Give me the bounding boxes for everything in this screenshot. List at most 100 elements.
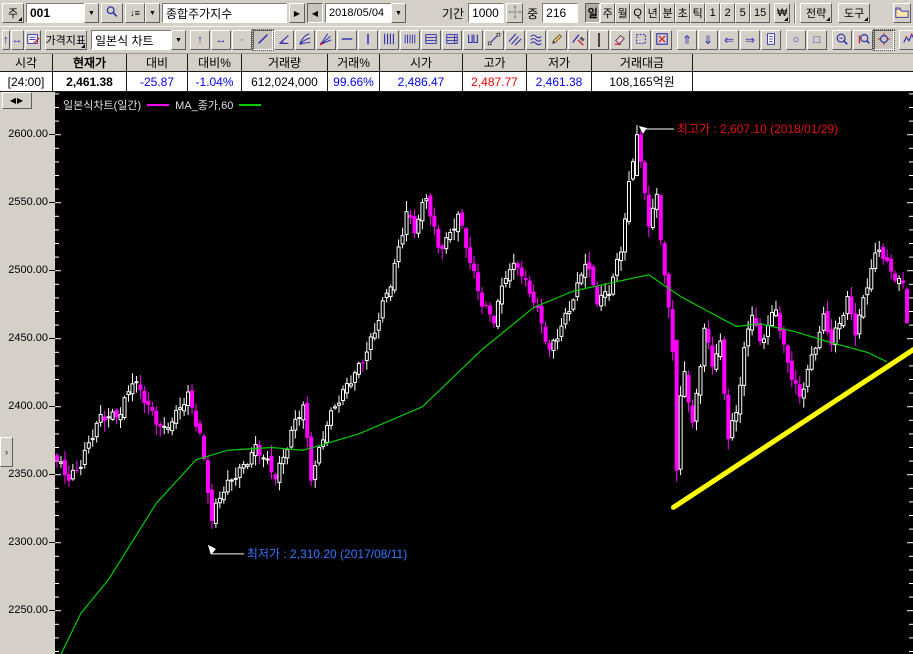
y-axis-label-2400: 2400.00 bbox=[0, 400, 55, 413]
eraser-button[interactable] bbox=[609, 30, 630, 50]
list-box-tool[interactable] bbox=[441, 30, 462, 50]
rectangle-tool[interactable]: □ bbox=[806, 30, 827, 50]
trendline-icon bbox=[256, 32, 270, 49]
handle-line-tool[interactable] bbox=[483, 30, 504, 50]
stock-type-button[interactable]: 주 bbox=[2, 3, 24, 23]
dense-lines-tool[interactable] bbox=[399, 30, 420, 50]
date-combo[interactable]: ▼ bbox=[325, 3, 406, 23]
vertical-line-tool[interactable] bbox=[357, 30, 378, 50]
sort-combo[interactable]: ↓≡ ▼ bbox=[125, 3, 160, 23]
circle-tool[interactable]: ○ bbox=[785, 30, 806, 50]
grid-box-icon bbox=[424, 32, 438, 49]
interval-button-Q[interactable]: Q bbox=[630, 3, 646, 23]
wave-lines-tool[interactable] bbox=[525, 30, 546, 50]
interval-button-5[interactable]: 5 bbox=[735, 3, 751, 23]
shift-left-arrow-button[interactable]: ⇐ bbox=[718, 30, 739, 50]
expand-horizontal-button[interactable]: ↔ bbox=[10, 30, 24, 50]
page-view-button[interactable] bbox=[760, 30, 781, 50]
channel-tool[interactable] bbox=[462, 30, 483, 50]
color-palette-button[interactable] bbox=[588, 30, 609, 50]
chart-type-input[interactable] bbox=[90, 30, 171, 50]
price-indicator-button[interactable]: 가격지표 bbox=[44, 30, 87, 50]
grid-box-tool[interactable] bbox=[420, 30, 441, 50]
chart-plot[interactable]: 최고가 : 2,607.10 (2018/01/29) 최저가 : 2,310.2… bbox=[54, 92, 913, 654]
strategy-button[interactable]: 전략 bbox=[800, 3, 833, 23]
shift-right-arrow-icon: ⇒ bbox=[744, 33, 756, 47]
pan-zoom-button[interactable] bbox=[872, 29, 895, 51]
angle-line-tool[interactable] bbox=[273, 30, 294, 50]
handle-line-icon bbox=[487, 32, 501, 49]
shift-up-button[interactable]: ↑ bbox=[189, 30, 210, 50]
y-axis-label-2300: 2300.00 bbox=[0, 536, 55, 549]
shift-down-arrow-button[interactable]: ⇓ bbox=[697, 30, 718, 50]
draw-tools-button[interactable] bbox=[567, 30, 588, 50]
fan-lines-tool[interactable] bbox=[294, 30, 315, 50]
pencil-tool[interactable] bbox=[546, 30, 567, 50]
zoom-area-icon bbox=[835, 32, 849, 49]
horizontal-arrows-icon: ↔ bbox=[11, 34, 23, 46]
stock-code-combo[interactable]: ▼ bbox=[26, 3, 99, 23]
quote-header-volume: 거래량 bbox=[242, 54, 328, 72]
delete-drawing-button[interactable] bbox=[651, 30, 672, 50]
prev-stock-button[interactable]: ◀ bbox=[307, 3, 323, 23]
memo-button[interactable] bbox=[24, 30, 41, 50]
stock-code-input[interactable] bbox=[26, 3, 84, 23]
quote-value-time: [24:00] bbox=[0, 72, 53, 92]
tools-menu-button[interactable]: 도구 bbox=[838, 3, 871, 23]
sort-icon[interactable]: ↓≡ bbox=[125, 3, 145, 23]
chart-type-dropdown-icon[interactable]: ▼ bbox=[170, 30, 186, 50]
expand-horizontal-button[interactable]: ↔ bbox=[210, 30, 231, 50]
interval-button-년[interactable]: 년 bbox=[645, 3, 661, 23]
search-button[interactable] bbox=[101, 3, 123, 23]
scroll-up-button[interactable]: ↑ bbox=[2, 30, 10, 50]
period-input[interactable] bbox=[468, 3, 505, 23]
parallel-lines-tool[interactable] bbox=[504, 30, 525, 50]
interval-button-일[interactable]: 일 bbox=[585, 3, 601, 23]
y-axis-label-2600: 2600.00 bbox=[0, 128, 55, 141]
circle-icon: ○ bbox=[792, 34, 800, 46]
left-panel-expander-button[interactable]: › bbox=[0, 437, 13, 467]
select-region-button[interactable] bbox=[630, 30, 651, 50]
date-dropdown-icon[interactable]: ▼ bbox=[391, 3, 406, 23]
interval-button-15[interactable]: 15 bbox=[750, 3, 771, 23]
date-input[interactable] bbox=[325, 3, 391, 23]
stock-code-dropdown-icon[interactable]: ▼ bbox=[84, 3, 99, 23]
ray-lines-tool[interactable] bbox=[315, 30, 336, 50]
horizontal-line-tool[interactable] bbox=[336, 30, 357, 50]
interval-button-1[interactable]: 1 bbox=[705, 3, 721, 23]
won-chart-button[interactable]: ₩ bbox=[774, 3, 791, 23]
interval-button-틱[interactable]: 틱 bbox=[690, 3, 706, 23]
interval-button-2[interactable]: 2 bbox=[720, 3, 736, 23]
interval-button-분[interactable]: 분 bbox=[660, 3, 676, 23]
interval-button-월[interactable]: 월 bbox=[615, 3, 631, 23]
drawing-tool-group: ↑ ↔ · ⇑ ⇓ ⇐ ⇒ ○ □ bbox=[189, 29, 913, 51]
shift-up-arrow-button[interactable]: ⇑ bbox=[676, 30, 697, 50]
quote-value-change-pct: -1.04% bbox=[188, 72, 242, 92]
next-stock-button[interactable]: ▶ bbox=[289, 3, 305, 23]
interval-button-주[interactable]: 주 bbox=[600, 3, 616, 23]
zigzag-overlay-button[interactable] bbox=[898, 30, 913, 50]
memo-button[interactable]: · bbox=[231, 30, 252, 50]
ray-lines-icon bbox=[319, 32, 333, 49]
stock-name-input[interactable] bbox=[162, 3, 287, 23]
chart-type-combo[interactable]: ▼ bbox=[90, 30, 186, 50]
parallel-lines-icon bbox=[508, 32, 522, 49]
vertical-lines-tool[interactable] bbox=[378, 30, 399, 50]
count-input[interactable] bbox=[542, 3, 579, 23]
delete-drawing-icon bbox=[655, 32, 669, 49]
zoom-chart-button[interactable] bbox=[852, 30, 873, 50]
quote-header-volume-pct: 거래% bbox=[328, 54, 380, 72]
y-axis-label-2250: 2250.00 bbox=[0, 604, 55, 617]
interval-button-초[interactable]: 초 bbox=[675, 3, 691, 23]
axis-scale-nav-button[interactable]: ◀▶ bbox=[2, 92, 32, 109]
shift-right-arrow-button[interactable]: ⇒ bbox=[739, 30, 760, 50]
quote-header-open: 시가 bbox=[380, 54, 463, 72]
open-file-button[interactable] bbox=[893, 3, 911, 23]
annotation-lowest: 최저가 : 2,310.20 (2017/08/11) bbox=[247, 547, 407, 561]
quote-filler-cell bbox=[693, 54, 913, 72]
quote-value-volume-pct: 99.66% bbox=[328, 72, 380, 92]
zoom-area-button[interactable] bbox=[831, 30, 852, 50]
fit-arrows-button[interactable] bbox=[506, 3, 524, 23]
sort-dropdown-icon[interactable]: ▼ bbox=[145, 3, 160, 23]
trendline-tool[interactable] bbox=[251, 29, 274, 51]
